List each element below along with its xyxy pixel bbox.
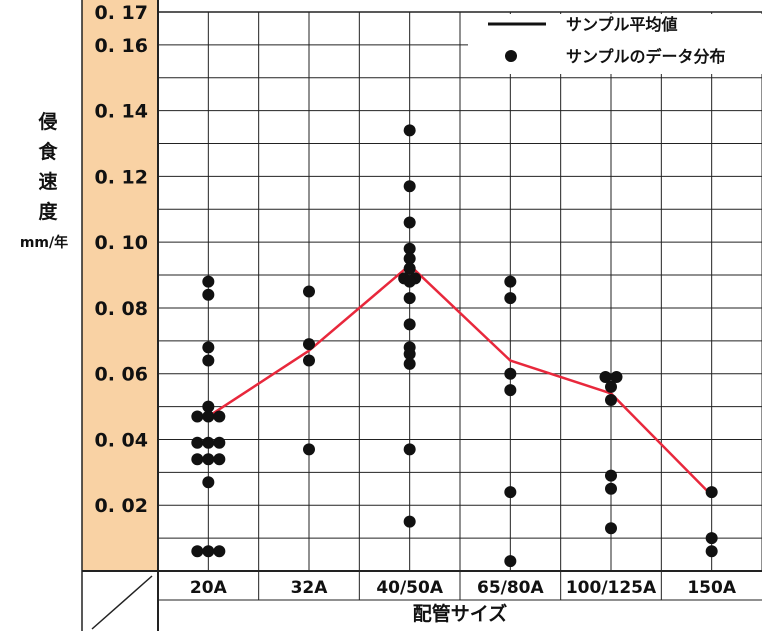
data-point	[303, 285, 315, 298]
data-point	[303, 443, 315, 456]
data-point	[504, 367, 517, 380]
x-tick-label: 100/125A	[566, 578, 657, 598]
data-point	[403, 262, 416, 275]
data-point	[303, 338, 315, 351]
data-point	[705, 532, 718, 545]
data-point	[202, 476, 215, 489]
data-point	[191, 410, 204, 423]
data-point	[605, 380, 617, 393]
data-point	[213, 436, 226, 449]
x-tick-labels: 20A 32A 40/50A 65/80A 100/125A 150A	[190, 578, 737, 598]
y-tick-label: 0. 02	[95, 495, 149, 517]
data-point	[403, 180, 416, 193]
data-point	[202, 410, 215, 423]
y-axis-band	[82, 0, 158, 571]
y-tick-label: 0. 14	[95, 101, 149, 123]
data-point	[403, 347, 416, 360]
y-axis-unit: mm/年	[20, 234, 68, 251]
y-axis-label-char: 度	[38, 200, 58, 223]
x-tick-label: 40/50A	[376, 578, 444, 598]
data-point	[504, 555, 517, 568]
x-axis-label: 配管サイズ	[413, 602, 507, 625]
data-point	[504, 292, 517, 305]
y-axis-label-char: 食	[38, 140, 58, 163]
y-axis-band-fill	[82, 0, 158, 571]
y-tick-label: 0. 12	[95, 166, 149, 188]
data-point	[504, 384, 517, 397]
data-point	[403, 124, 416, 137]
y-tick-labels: 0. 02 0. 04 0. 06 0. 08 0. 10 0. 12 0. 14 0. 16…	[95, 2, 149, 517]
x-tick-label: 20A	[190, 578, 228, 598]
legend-mean-label: サンプル平均値	[566, 15, 678, 34]
data-point	[213, 545, 226, 558]
data-point	[213, 453, 226, 466]
data-point	[403, 318, 416, 331]
mean-line	[207, 263, 713, 497]
x-tick-label: 32A	[291, 578, 329, 598]
data-point	[213, 410, 226, 423]
data-point	[202, 341, 215, 354]
data-point	[191, 545, 204, 558]
data-point	[403, 443, 416, 456]
data-point	[605, 522, 617, 535]
y-tick-label: 0. 06	[95, 364, 149, 386]
data-point	[202, 354, 215, 367]
data-point	[504, 486, 517, 499]
y-tick-label: 0. 17	[95, 2, 149, 24]
data-point	[303, 354, 315, 367]
data-point	[202, 275, 215, 288]
data-point	[202, 545, 215, 558]
y-tick-label: 0. 08	[95, 298, 149, 320]
data-point	[504, 275, 517, 288]
data-point	[202, 400, 215, 413]
data-point	[610, 370, 623, 383]
legend-dot-swatch	[505, 50, 517, 62]
y-tick-label: 0. 16	[95, 35, 149, 57]
data-point	[403, 515, 416, 528]
data-point	[705, 545, 718, 558]
y-axis-label-char: 侵	[37, 110, 57, 133]
legend: サンプル平均値 サンプルのデータ分布	[468, 14, 762, 74]
y-axis-label: 侵 食 速 度 mm/年	[20, 110, 68, 251]
data-point	[403, 242, 416, 255]
data-point	[403, 292, 416, 305]
data-point	[191, 453, 204, 466]
data-point	[403, 357, 416, 370]
mean-series	[207, 263, 713, 497]
data-point	[705, 486, 718, 499]
data-point	[202, 436, 215, 449]
x-tick-label: 150A	[687, 578, 736, 598]
data-point	[202, 288, 215, 301]
corner-diagonal	[91, 575, 153, 630]
data-point	[605, 482, 617, 495]
x-tick-label: 65/80A	[477, 578, 545, 598]
y-tick-label: 0. 04	[95, 429, 149, 451]
data-point	[403, 216, 416, 229]
data-point	[191, 436, 204, 449]
chart-grid	[81, 0, 762, 631]
distribution-series	[191, 22, 718, 568]
data-point	[202, 453, 215, 466]
data-point	[403, 252, 416, 265]
data-point	[403, 275, 416, 288]
data-point	[599, 370, 612, 383]
y-tick-label: 0. 10	[95, 232, 149, 254]
data-point	[605, 469, 617, 482]
legend-dist-label: サンプルのデータ分布	[566, 47, 726, 66]
y-axis-label-char: 速	[38, 170, 57, 193]
data-point	[605, 394, 617, 407]
